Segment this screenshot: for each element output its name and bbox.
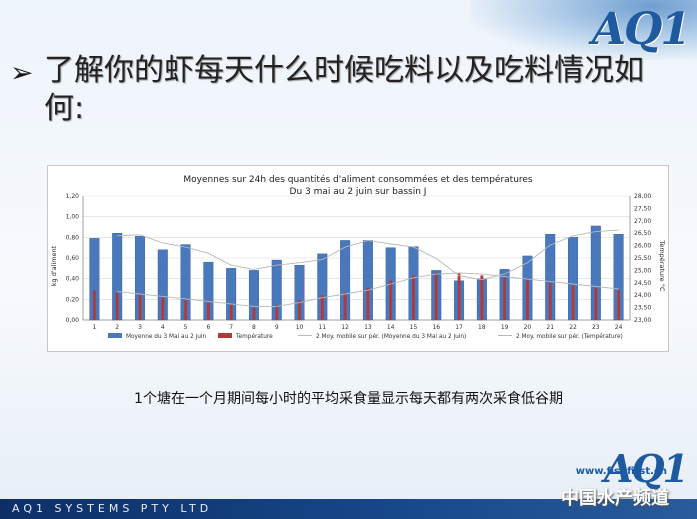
temperature-moving-average-line — [117, 272, 619, 307]
temperature-bar — [320, 295, 324, 320]
x-tick-label: 14 — [387, 324, 395, 331]
y2-axis-label: Température °C — [658, 239, 666, 291]
y-tick-label: 1,20 — [66, 193, 80, 200]
y2-tick-label: 25,00 — [634, 267, 651, 274]
y2-tick-label: 24,50 — [634, 280, 651, 287]
slide-title: 了解你的虾每天什么时候吃料以及吃料情况如何: — [44, 53, 644, 126]
temperature-bar — [298, 300, 301, 320]
x-tick-label: 7 — [229, 324, 233, 331]
watermark-url: www.fishfirst.cn — [575, 466, 667, 477]
x-tick-label: 4 — [161, 324, 165, 331]
aq1-logo-top: AQ1 — [591, 4, 691, 55]
footer-bar: AQ1 SYSTEMS PTY LTD — [0, 499, 697, 519]
x-tick-label: 17 — [455, 324, 463, 331]
x-tick-label: 8 — [252, 324, 256, 331]
temperature-bar — [480, 275, 484, 320]
legend-label: Température — [235, 333, 273, 340]
temperature-bar — [571, 285, 575, 320]
x-tick-label: 9 — [275, 324, 279, 331]
x-tick-label: 20 — [524, 324, 532, 331]
temperature-bar — [184, 300, 187, 320]
x-tick-label: 1 — [92, 324, 96, 331]
y2-tick-label: 26,50 — [634, 230, 651, 237]
y-tick-label: 0,80 — [66, 234, 80, 241]
watermark-text: 中国水产频道 — [561, 488, 669, 509]
x-tick-label: 19 — [501, 324, 509, 331]
legend-label: Moyenne du 3 Mai au 2 juin — [126, 334, 207, 340]
temperature-bar — [594, 287, 598, 320]
temperature-bar — [343, 292, 347, 320]
x-tick-label: 5 — [184, 324, 188, 331]
temperature-bar — [412, 275, 415, 320]
legend-swatch-temperature — [218, 333, 232, 338]
temperature-bar — [617, 290, 621, 320]
plot-area: 0,000,200,400,600,801,001,2023,0023,5024… — [66, 193, 652, 331]
y-tick-label: 0,00 — [66, 317, 80, 324]
temperature-bar — [548, 282, 552, 320]
temperature-bar — [92, 290, 96, 320]
chart-legend: Moyenne du 3 Mai au 2 juin Température 2 M… — [108, 333, 623, 340]
temperature-bar — [206, 302, 210, 320]
y2-tick-label: 23,50 — [634, 305, 651, 312]
y-tick-label: 0,60 — [66, 255, 80, 262]
x-tick-label: 24 — [615, 324, 623, 331]
footer-company: AQ1 SYSTEMS PTY LTD — [12, 502, 213, 515]
y-tick-label: 0,20 — [66, 296, 80, 303]
temperature-bar — [389, 280, 393, 320]
x-tick-label: 13 — [364, 324, 372, 331]
y-tick-label: 0,40 — [66, 276, 80, 283]
x-tick-label: 11 — [318, 324, 326, 331]
temperature-bar — [457, 272, 461, 320]
temperature-bar — [161, 297, 165, 320]
temperature-bar — [366, 287, 370, 320]
y-tick-label: 1,00 — [66, 214, 80, 221]
x-tick-label: 3 — [138, 324, 142, 331]
x-tick-label: 10 — [296, 324, 304, 331]
y2-tick-label: 24,00 — [634, 292, 651, 299]
temperature-bar — [138, 295, 142, 320]
x-tick-label: 23 — [592, 324, 600, 331]
y2-tick-label: 23,00 — [634, 317, 651, 324]
y2-tick-label: 27,00 — [634, 218, 651, 225]
temperature-bar — [115, 292, 119, 320]
bullet-arrow-icon: ➢ — [10, 56, 34, 89]
y2-tick-label: 26,00 — [634, 243, 651, 250]
feeding-chart: Moyennes sur 24h des quantités d'aliment… — [50, 174, 666, 340]
x-tick-label: 15 — [410, 324, 418, 331]
x-tick-label: 22 — [569, 324, 577, 331]
chart-title: Moyennes sur 24h des quantités d'aliment… — [183, 174, 533, 185]
temperature-bar — [275, 305, 279, 320]
x-tick-label: 12 — [341, 324, 349, 331]
legend-label: 2 Moy. mobile sur pér. (Température) — [516, 333, 623, 340]
temperature-bar — [434, 272, 438, 320]
y2-tick-label: 25,50 — [634, 255, 651, 262]
temperature-bar — [229, 305, 233, 320]
chart-panel: Moyennes sur 24h des quantités d'aliment… — [47, 165, 669, 352]
y-axis-label: kg d'aliment — [50, 245, 58, 286]
x-tick-label: 18 — [478, 324, 486, 331]
header-decoration — [470, 0, 697, 60]
y2-tick-label: 27,50 — [634, 205, 651, 212]
temperature-bar — [526, 280, 529, 320]
x-tick-label: 16 — [432, 324, 440, 331]
legend-label: 2 Moy. mobile sur pér. (Moyenne du 3 Mai… — [316, 333, 466, 340]
slide-caption: 1个塘在一个月期间每小时的平均采食量显示每天都有两次采食低谷期 — [134, 391, 563, 407]
aq1-logo-bottom: AQ1 — [603, 446, 689, 491]
y2-tick-label: 28,00 — [634, 193, 651, 200]
legend-swatch-feed — [108, 333, 122, 338]
temperature-bar — [503, 277, 507, 320]
x-tick-label: 2 — [115, 324, 119, 331]
x-tick-label: 6 — [206, 324, 210, 331]
feed-moving-average-line — [117, 229, 619, 281]
chart-subtitle: Du 3 mai au 2 juin sur bassin J — [290, 187, 427, 197]
temperature-bar — [252, 307, 256, 320]
x-tick-label: 21 — [546, 324, 554, 331]
